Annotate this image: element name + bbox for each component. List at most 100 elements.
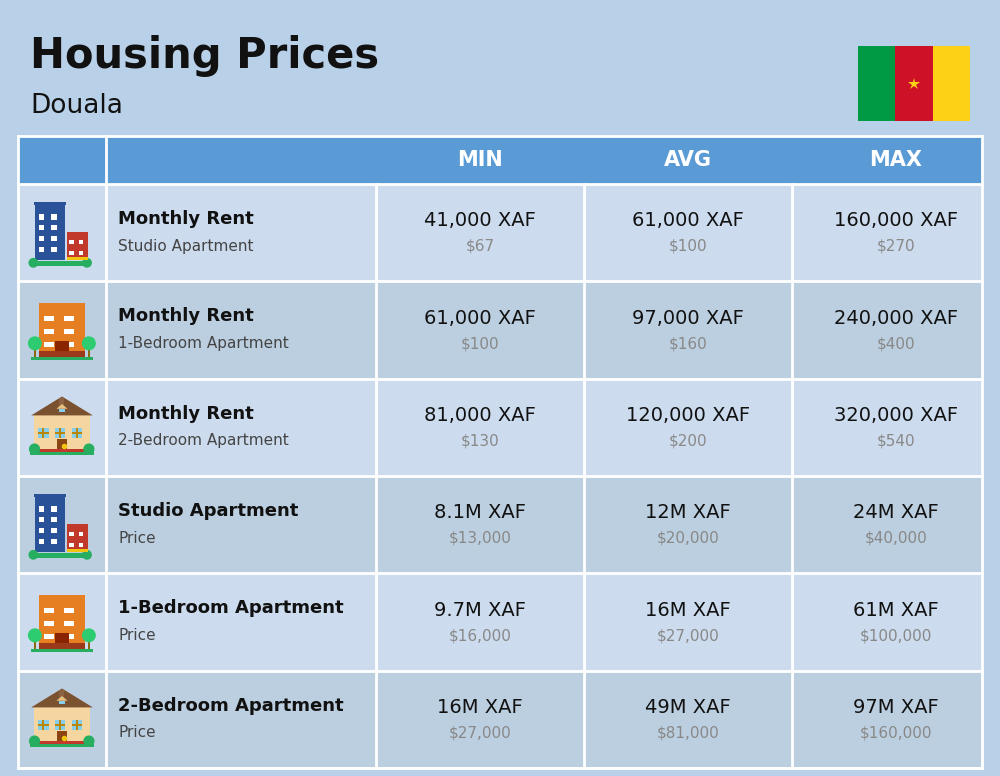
FancyBboxPatch shape bbox=[18, 670, 982, 768]
Text: Price: Price bbox=[118, 531, 156, 546]
Text: $20,000: $20,000 bbox=[657, 531, 719, 546]
FancyBboxPatch shape bbox=[34, 202, 66, 206]
Text: 1-Bedroom Apartment: 1-Bedroom Apartment bbox=[118, 599, 344, 618]
FancyBboxPatch shape bbox=[88, 347, 90, 357]
FancyBboxPatch shape bbox=[33, 262, 90, 265]
Text: $270: $270 bbox=[877, 239, 915, 254]
FancyBboxPatch shape bbox=[51, 225, 57, 230]
FancyBboxPatch shape bbox=[51, 247, 57, 252]
Text: $27,000: $27,000 bbox=[657, 628, 719, 643]
Circle shape bbox=[83, 629, 95, 642]
FancyBboxPatch shape bbox=[55, 720, 65, 730]
FancyBboxPatch shape bbox=[64, 342, 74, 348]
FancyBboxPatch shape bbox=[55, 428, 65, 438]
Polygon shape bbox=[31, 397, 93, 415]
FancyBboxPatch shape bbox=[67, 257, 88, 260]
FancyBboxPatch shape bbox=[69, 532, 74, 536]
FancyBboxPatch shape bbox=[31, 357, 93, 360]
FancyBboxPatch shape bbox=[858, 46, 895, 121]
FancyBboxPatch shape bbox=[18, 379, 982, 476]
Text: $540: $540 bbox=[877, 434, 915, 449]
FancyBboxPatch shape bbox=[59, 720, 61, 730]
Text: Douala: Douala bbox=[30, 93, 123, 119]
Text: 81,000 XAF: 81,000 XAF bbox=[424, 406, 536, 425]
FancyBboxPatch shape bbox=[69, 251, 74, 255]
FancyBboxPatch shape bbox=[38, 720, 49, 730]
Text: 41,000 XAF: 41,000 XAF bbox=[424, 212, 536, 230]
FancyBboxPatch shape bbox=[44, 329, 54, 334]
Text: 8.1M XAF: 8.1M XAF bbox=[434, 504, 526, 522]
Text: $81,000: $81,000 bbox=[657, 726, 719, 740]
FancyBboxPatch shape bbox=[72, 720, 82, 730]
FancyBboxPatch shape bbox=[64, 608, 74, 613]
Text: $67: $67 bbox=[465, 239, 495, 254]
FancyBboxPatch shape bbox=[51, 506, 57, 511]
FancyBboxPatch shape bbox=[44, 634, 54, 639]
Text: Monthly Rent: Monthly Rent bbox=[118, 405, 254, 423]
Circle shape bbox=[83, 258, 91, 267]
FancyBboxPatch shape bbox=[64, 634, 74, 639]
FancyBboxPatch shape bbox=[18, 282, 982, 379]
FancyBboxPatch shape bbox=[30, 452, 94, 455]
FancyBboxPatch shape bbox=[57, 438, 67, 452]
Polygon shape bbox=[56, 696, 68, 701]
FancyBboxPatch shape bbox=[38, 724, 49, 726]
FancyBboxPatch shape bbox=[55, 341, 69, 351]
FancyBboxPatch shape bbox=[51, 539, 57, 544]
FancyBboxPatch shape bbox=[34, 347, 36, 357]
Text: $100,000: $100,000 bbox=[860, 628, 932, 643]
FancyBboxPatch shape bbox=[55, 724, 65, 726]
FancyBboxPatch shape bbox=[39, 594, 85, 650]
Text: MIN: MIN bbox=[457, 150, 503, 170]
FancyBboxPatch shape bbox=[59, 691, 64, 699]
FancyBboxPatch shape bbox=[69, 543, 74, 547]
Text: 61,000 XAF: 61,000 XAF bbox=[632, 212, 744, 230]
FancyBboxPatch shape bbox=[33, 553, 90, 558]
FancyBboxPatch shape bbox=[67, 524, 88, 552]
FancyBboxPatch shape bbox=[44, 621, 54, 626]
FancyBboxPatch shape bbox=[34, 708, 90, 744]
Text: 240,000 XAF: 240,000 XAF bbox=[834, 309, 958, 327]
FancyBboxPatch shape bbox=[18, 136, 982, 184]
FancyBboxPatch shape bbox=[44, 608, 54, 613]
Text: Studio Apartment: Studio Apartment bbox=[118, 502, 298, 520]
Text: 120,000 XAF: 120,000 XAF bbox=[626, 406, 750, 425]
FancyBboxPatch shape bbox=[34, 741, 90, 744]
FancyBboxPatch shape bbox=[57, 731, 67, 744]
Text: $27,000: $27,000 bbox=[449, 726, 511, 740]
FancyBboxPatch shape bbox=[55, 432, 65, 434]
Text: Studio Apartment: Studio Apartment bbox=[118, 239, 254, 254]
Text: Monthly Rent: Monthly Rent bbox=[118, 307, 254, 325]
Circle shape bbox=[84, 444, 94, 454]
FancyBboxPatch shape bbox=[59, 409, 65, 412]
FancyBboxPatch shape bbox=[39, 506, 44, 511]
FancyBboxPatch shape bbox=[88, 639, 90, 650]
FancyBboxPatch shape bbox=[69, 240, 74, 244]
Text: 24M XAF: 24M XAF bbox=[853, 504, 939, 522]
FancyBboxPatch shape bbox=[18, 184, 982, 282]
Text: 160,000 XAF: 160,000 XAF bbox=[834, 212, 958, 230]
FancyBboxPatch shape bbox=[67, 231, 88, 260]
FancyBboxPatch shape bbox=[34, 449, 90, 452]
Circle shape bbox=[29, 337, 41, 350]
Text: 49M XAF: 49M XAF bbox=[645, 698, 731, 717]
FancyBboxPatch shape bbox=[34, 415, 90, 452]
FancyBboxPatch shape bbox=[39, 528, 44, 533]
Text: $160,000: $160,000 bbox=[860, 726, 932, 740]
Text: 2-Bedroom Apartment: 2-Bedroom Apartment bbox=[118, 434, 289, 449]
FancyBboxPatch shape bbox=[79, 532, 83, 536]
FancyBboxPatch shape bbox=[18, 573, 982, 670]
Circle shape bbox=[30, 736, 39, 746]
Text: $200: $200 bbox=[669, 434, 707, 449]
FancyBboxPatch shape bbox=[38, 428, 49, 438]
FancyBboxPatch shape bbox=[39, 643, 85, 650]
FancyBboxPatch shape bbox=[67, 549, 88, 552]
FancyBboxPatch shape bbox=[59, 428, 61, 438]
Circle shape bbox=[29, 551, 38, 559]
FancyBboxPatch shape bbox=[34, 639, 36, 650]
Text: 1-Bedroom Apartment: 1-Bedroom Apartment bbox=[118, 336, 289, 351]
FancyBboxPatch shape bbox=[51, 528, 57, 533]
FancyBboxPatch shape bbox=[35, 206, 65, 260]
Circle shape bbox=[83, 337, 95, 350]
FancyBboxPatch shape bbox=[38, 432, 49, 434]
